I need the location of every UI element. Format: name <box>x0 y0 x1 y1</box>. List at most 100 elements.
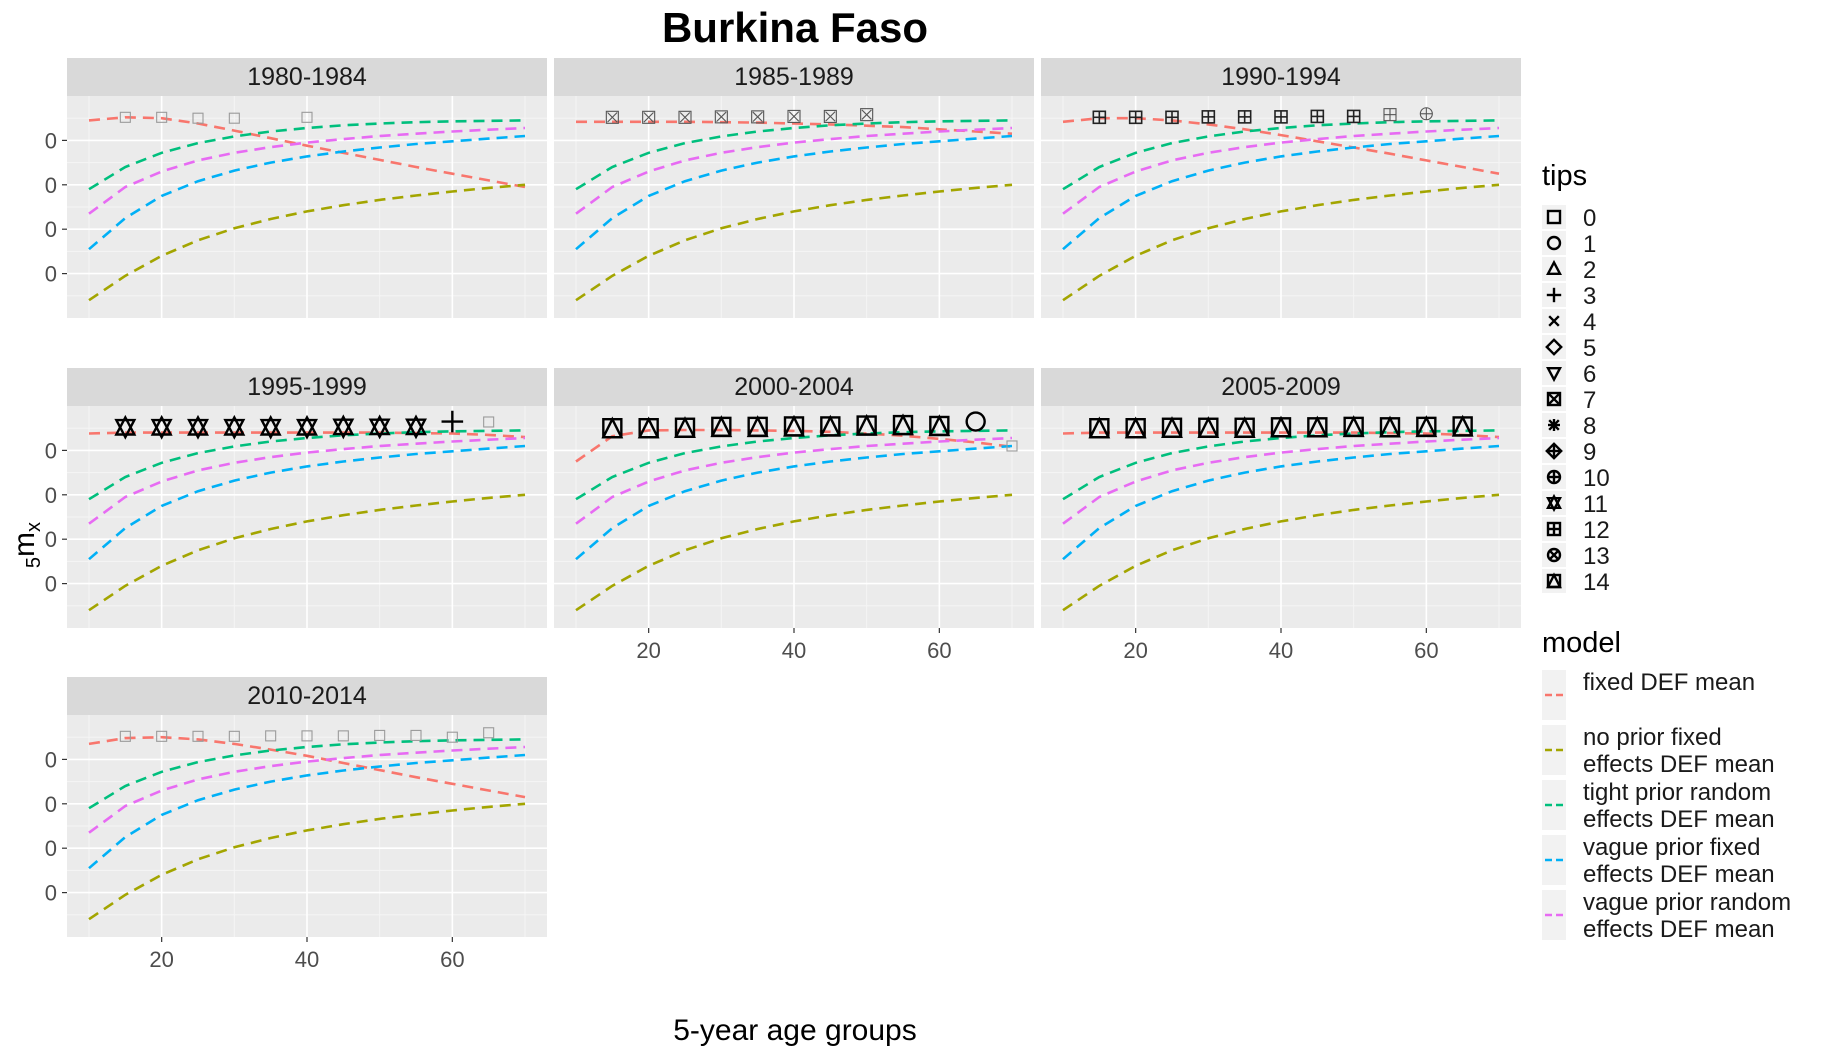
point-tip-0 <box>1546 209 1562 225</box>
legend-tip-label: 11 <box>1583 491 1608 518</box>
y-tick-label: 0 <box>45 262 57 287</box>
marker-square <box>1546 209 1562 225</box>
legend-tip-label: 1 <box>1583 231 1596 258</box>
legend-tip-label: 6 <box>1583 361 1596 388</box>
point-tip-14 <box>1270 415 1292 438</box>
x-tick-label: 60 <box>927 638 951 663</box>
legend-tip-item: 13 <box>1542 543 1610 570</box>
marker-triangle <box>223 414 246 436</box>
chart-title: Burkina Faso <box>662 4 928 51</box>
marker-cross-b <box>752 111 763 123</box>
y-tick-label: 0 <box>45 438 57 463</box>
legend-tip-item: 5 <box>1542 335 1596 362</box>
marker-triangle-down <box>405 418 427 440</box>
marker-square <box>337 730 349 742</box>
point-tip-1 <box>1546 235 1562 251</box>
legend-model-label: fixed DEF mean <box>1583 669 1755 696</box>
marker-triangle-down <box>1546 497 1562 513</box>
y-axis-title-subscript-prefix: 5 <box>23 557 45 568</box>
series-line <box>88 134 526 251</box>
legend-tip-item: 1 <box>1542 231 1596 258</box>
series-line <box>575 436 1013 525</box>
marker-inner-triangle <box>1124 416 1147 439</box>
y-tick-label: 0 <box>45 881 57 906</box>
marker-triangle <box>332 414 355 436</box>
facet-strip-label: 1995-1999 <box>247 373 367 401</box>
facet-strip <box>67 58 547 96</box>
series-line <box>1062 183 1500 302</box>
legend-model-label: vague prior random <box>1583 889 1791 916</box>
marker-square <box>374 729 386 741</box>
marker-square <box>410 729 422 741</box>
series-line <box>1062 431 1500 439</box>
point-tip-14 <box>1124 416 1147 439</box>
point-tip-7 <box>787 109 801 123</box>
series-line <box>575 493 1013 612</box>
point-tip-0 <box>374 729 386 741</box>
legend-key-bg <box>1542 231 1566 255</box>
marker-inner-triangle <box>892 413 914 436</box>
series-line <box>576 120 1013 135</box>
point-tip-12 <box>1128 110 1143 125</box>
point-tip-12 <box>1165 110 1179 125</box>
marker-inner-triangle <box>1197 416 1220 438</box>
marker-triangle-down <box>187 418 209 440</box>
facet-strip-label: 2000-2004 <box>734 373 854 401</box>
point-tip-10 <box>1546 469 1562 485</box>
facet-strip <box>554 368 1034 406</box>
point-tip-14 <box>1233 416 1256 438</box>
legend-tip-item: 6 <box>1542 361 1596 388</box>
marker-triangle <box>259 414 282 436</box>
marker-triangle-down <box>114 418 137 440</box>
marker-triangle <box>114 414 137 436</box>
marker-cross-b <box>825 111 836 122</box>
point-tip-14 <box>1342 415 1365 438</box>
legend-tip-item: 7 <box>1542 387 1596 414</box>
y-tick-label: 0 <box>45 747 57 772</box>
legend-tip-item: 8 <box>1542 413 1596 440</box>
point-tip-12 <box>1092 110 1107 125</box>
marker-square <box>301 111 313 123</box>
marker-triangle-down <box>223 418 246 440</box>
point-tip-14 <box>1306 415 1329 438</box>
point-tip-7 <box>605 110 619 124</box>
point-tip-0 <box>446 731 458 743</box>
marker-inner-triangle <box>819 414 842 437</box>
point-tip-11 <box>114 414 137 440</box>
marker-square <box>823 109 837 123</box>
marker-square <box>301 730 313 742</box>
legend-tip-label: 8 <box>1583 413 1596 440</box>
point-tip-11 <box>150 414 173 440</box>
marker-inner-triangle <box>1233 416 1256 438</box>
point-tip-14 <box>892 413 914 436</box>
legend-tip-item: 2 <box>1542 257 1596 284</box>
facet-strip-label: 2010-2014 <box>247 682 367 710</box>
point-tip-14 <box>710 415 733 438</box>
legend-model-label: tight prior random <box>1583 779 1771 806</box>
legend-tip-item: 0 <box>1542 205 1596 232</box>
legend-tip-label: 9 <box>1583 439 1596 466</box>
marker-cross-b <box>1548 549 1560 561</box>
panels: 1980-1984 0 0 0 0 1985-1989 1990-1994 1995-1999… <box>45 58 1521 972</box>
point-tip-0 <box>337 730 349 742</box>
point-tip-12 <box>1546 521 1562 537</box>
point-tip-12 <box>1201 110 1216 124</box>
marker-triangle <box>1546 259 1562 275</box>
facet-panel: 1980-1984 0 0 0 0 <box>45 58 547 318</box>
point-tip-5 <box>1545 338 1563 356</box>
marker-cross-b <box>716 111 727 123</box>
y-axis-title-group: 5mx <box>8 522 45 568</box>
series-line <box>88 493 526 612</box>
marker-square <box>483 727 495 739</box>
marker-inner-triangle <box>928 414 951 437</box>
marker-inner-triangle <box>1161 416 1183 438</box>
point-tip-0 <box>192 730 204 742</box>
x-tick-label: 40 <box>295 947 319 972</box>
point-tip-14 <box>1546 572 1562 589</box>
point-tip-0 <box>483 727 495 739</box>
point-tip-0 <box>119 111 131 123</box>
marker-inner-triangle <box>1088 416 1111 439</box>
point-tip-14 <box>637 416 660 439</box>
point-tip-3 <box>1546 287 1562 303</box>
